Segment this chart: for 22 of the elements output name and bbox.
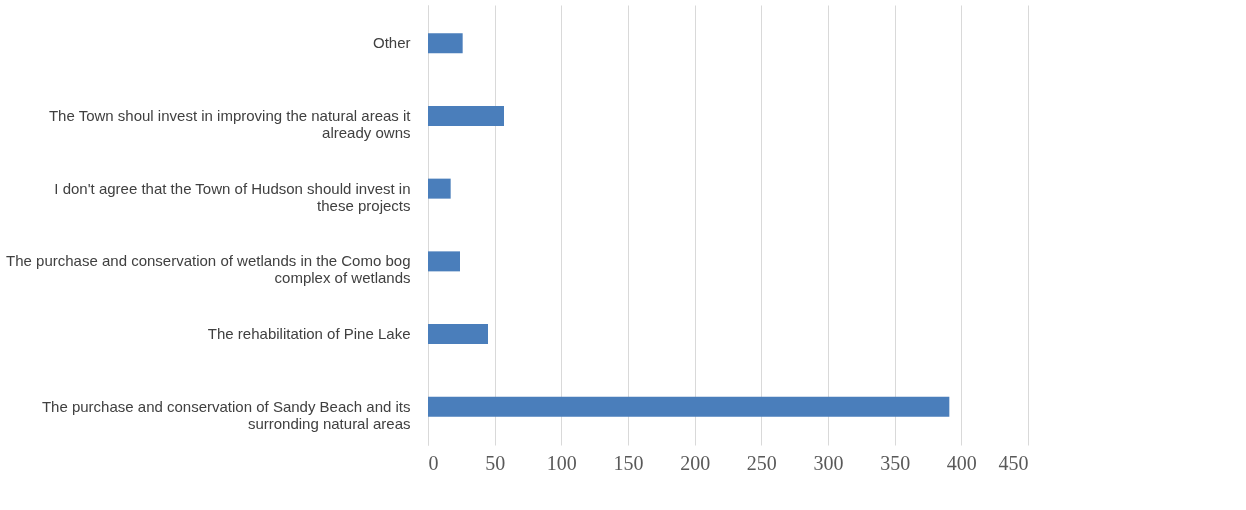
bar xyxy=(428,33,463,54)
x-tick-label: 50 xyxy=(485,451,506,474)
bar xyxy=(428,324,488,345)
x-tick-label: 0 xyxy=(428,451,439,474)
y-tick-label: The purchase and conservation of wetlands in the Como bog complex of wetlands xyxy=(6,252,411,287)
y-tick-label: The Town shoul invest in improving the natural areas it already owns xyxy=(48,106,412,141)
bar xyxy=(428,396,950,417)
x-tick-label: 450 xyxy=(998,451,1029,474)
y-tick-label: The purchase and conservation of Sandy Beach and its surronding natural areas xyxy=(41,397,411,432)
x-tick-label: 300 xyxy=(813,451,844,474)
bar xyxy=(428,178,451,199)
x-tick-label: 250 xyxy=(746,451,777,474)
bar xyxy=(428,251,460,272)
x-tick-label: 350 xyxy=(880,451,911,474)
y-tick-label: I don't agree that the Town of Hudson should invest in these projects xyxy=(54,179,411,214)
y-tick-label: The rehabilitation of Pine Lake xyxy=(207,325,411,343)
bar xyxy=(428,105,504,126)
x-tick-label: 200 xyxy=(680,451,711,474)
y-tick-label: Other xyxy=(372,34,411,52)
x-tick-label: 150 xyxy=(613,451,644,474)
x-tick-label: 100 xyxy=(546,451,577,474)
x-tick-label: 400 xyxy=(946,451,977,474)
